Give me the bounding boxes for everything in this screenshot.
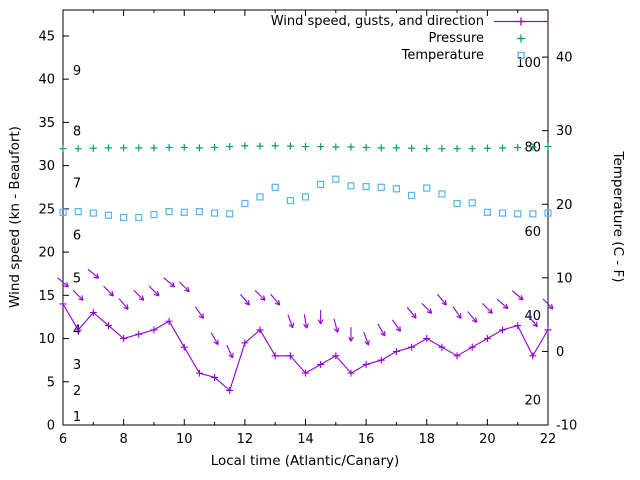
- beaufort-scale-label: 6: [73, 228, 81, 243]
- x-tick-label: 16: [358, 432, 375, 447]
- x-tick-label: 12: [237, 432, 254, 447]
- right-y-axis-title: Temperature (C - F): [610, 151, 626, 283]
- x-tick-label: 18: [418, 432, 435, 447]
- legend-label-temperature: Temperature: [401, 48, 484, 63]
- legend-label-pressure: Pressure: [428, 31, 484, 46]
- x-tick-label: 6: [59, 432, 67, 447]
- left-y-axis-title: Wind speed (kn - Beaufort): [7, 126, 23, 308]
- legend-label-wind: Wind speed, gusts, and direction: [270, 14, 484, 29]
- right-y-tick-label: 30: [556, 124, 573, 139]
- legend: Wind speed, gusts, and direction Pressur…: [271, 13, 548, 64]
- right-y-tick-label: 20: [556, 198, 573, 213]
- x-tick-label: 8: [119, 432, 127, 447]
- left-y-tick-label: 35: [38, 116, 55, 131]
- legend-item-pressure: Pressure: [428, 30, 548, 47]
- inner-right-axis-label: 100: [516, 56, 541, 71]
- left-y-tick-label: 45: [38, 29, 55, 44]
- legend-item-wind: Wind speed, gusts, and direction: [271, 13, 548, 30]
- x-axis-title: Local time (Atlantic/Canary): [210, 453, 400, 469]
- wind-line-plus-sample-icon: [494, 15, 548, 28]
- beaufort-scale-label: 2: [73, 384, 81, 399]
- beaufort-scale-label: 3: [73, 358, 81, 373]
- beaufort-scale-label: 8: [73, 125, 81, 140]
- right-y-tick-label: 0: [556, 345, 564, 360]
- inner-right-axis-label: 60: [524, 225, 541, 240]
- x-tick-label: 14: [297, 432, 314, 447]
- beaufort-scale-label: 1: [73, 410, 81, 425]
- pressure-series: [59, 142, 552, 153]
- x-tick-label: 10: [176, 432, 193, 447]
- left-y-tick-label: 15: [38, 289, 55, 304]
- x-tick-label: 22: [540, 432, 557, 447]
- beaufort-scale-label: 4: [73, 323, 81, 338]
- beaufort-scale-label: 5: [73, 272, 81, 287]
- right-y-tick-label: 40: [556, 51, 573, 66]
- inner-right-axis-label: 40: [524, 309, 541, 324]
- beaufort-scale-label: 7: [73, 176, 81, 191]
- left-y-tick-label: 5: [47, 375, 55, 390]
- legend-item-temperature: Temperature: [402, 47, 548, 64]
- pressure-plus-sample-icon: [494, 32, 548, 45]
- right-y-tick-label: -10: [556, 419, 577, 434]
- left-y-tick-label: 40: [38, 73, 55, 88]
- gust-direction-arrows: [57, 268, 554, 359]
- beaufort-scale-label: 9: [73, 64, 81, 79]
- left-y-tick-label: 25: [38, 202, 55, 217]
- inner-right-axis-label: 20: [524, 393, 541, 408]
- left-y-tick-label: 0: [47, 419, 55, 434]
- right-y-tick-label: 10: [556, 271, 573, 286]
- wind-speed-series: [59, 300, 552, 394]
- left-y-tick-label: 10: [38, 332, 55, 347]
- temperature-square-sample-icon: [494, 49, 548, 62]
- left-y-tick-label: 20: [38, 246, 55, 261]
- temperature-series: [59, 175, 552, 222]
- left-y-tick-label: 30: [38, 159, 55, 174]
- axes: [62, 9, 549, 426]
- x-tick-label: 20: [479, 432, 496, 447]
